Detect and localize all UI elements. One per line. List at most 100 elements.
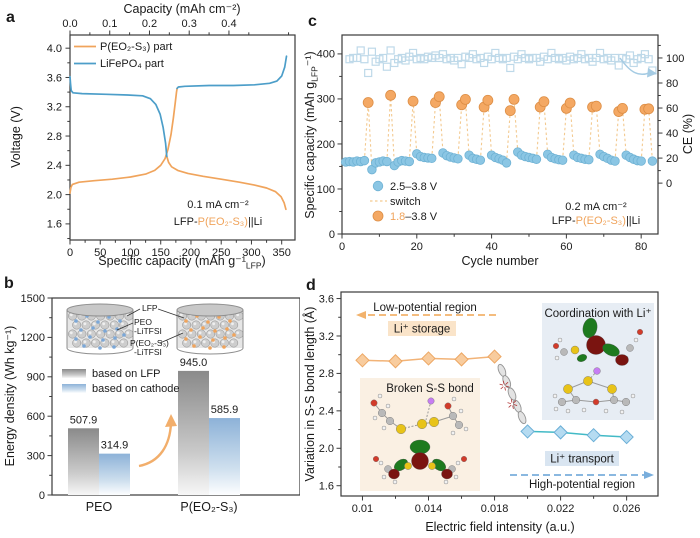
molecule-atom-H (381, 474, 387, 480)
orbital-lobe (441, 468, 453, 480)
tick-label: 0.0 (62, 18, 77, 30)
ss-bond-high-potential-point (520, 424, 535, 439)
panel-b-y-axis-title: Energy density (Wh kg⁻¹) (3, 326, 17, 467)
tick-label: 3.2 (47, 102, 62, 114)
cylinder-particle-highlight (107, 331, 111, 335)
tick-label: 2.0 (47, 189, 62, 201)
cylinder-particle-highlight (202, 322, 206, 326)
molecule-atom-H (565, 408, 571, 414)
inset-pointer-lfp-left (126, 308, 141, 317)
molecule-atom-O (592, 398, 600, 406)
bar-cathode-0 (99, 453, 130, 495)
cylinder-particle (68, 329, 77, 339)
cylinder-particle (234, 329, 244, 339)
bar-value-label: 314.9 (101, 440, 129, 452)
panel-c-x-axis-title: Cycle number (461, 254, 538, 268)
bond-break-spark (505, 385, 510, 388)
switch-spike-line (431, 94, 444, 159)
switch-spike-line (386, 95, 395, 166)
cylinder-particle (210, 320, 220, 330)
cylinder-particle-highlight (221, 340, 225, 344)
tick-label: 300 (242, 247, 260, 259)
panel-d-y-axis-title: Variation in S-S bond length (Å) (302, 307, 317, 482)
cylinder-particle-highlight (231, 340, 234, 344)
tick-label: 2.8 (319, 368, 334, 380)
y-axis-title-subscript: LFP (310, 66, 320, 82)
data-point-capacity-2_5-3_8V (359, 155, 370, 166)
molecule-atom-S (428, 416, 439, 427)
bond-breaking-chain-image (497, 363, 527, 425)
annotation-broken-ss-bond: Broken S-S bond (386, 383, 474, 395)
orbital-lobe (586, 335, 606, 355)
cylinder-particle-highlight (79, 331, 83, 335)
panel-a-x-axis-title: Specific capacity (mAh g⁻¹LFP) (98, 254, 265, 270)
cylinder-electrolyte-dot (213, 329, 217, 333)
data-point-ce (614, 61, 623, 70)
tick-label: 1200 (21, 332, 45, 344)
molecule-atom-H (581, 407, 587, 413)
panel-a-top-axis-title: Capacity (mAh cm⁻²) (123, 2, 240, 16)
cylinder-electrolyte-dot (103, 329, 107, 333)
bond-break-spark (500, 386, 504, 390)
data-point-capacity-2_5-3_8V (427, 153, 437, 164)
cylinder-particle-highlight (116, 331, 120, 335)
cylinder-particle-highlight (92, 340, 96, 344)
molecule-atom-S (395, 423, 406, 434)
data-point-capacity-2_5-3_8V (584, 155, 594, 165)
bond-break-spark (507, 402, 512, 405)
tick-label: 400 (317, 49, 335, 61)
panel-c-y2-axis-title: CE (%) (681, 114, 695, 154)
cylinder-particle (229, 338, 239, 348)
cylinder-particle-highlight (69, 331, 73, 335)
cylinder-electrolyte-dot (79, 328, 83, 332)
x-axis-title-end: ) (262, 254, 266, 268)
data-point-capacity-2_5-3_8V (475, 155, 486, 165)
molecule-atom-H (630, 393, 636, 399)
molecule-atom-H (455, 460, 461, 466)
cylinder-particle (124, 329, 134, 339)
cylinder-electrolyte-dot (74, 319, 78, 323)
data-point-capacity-2_5-3_8V (647, 156, 658, 166)
cylinder-electrolyte-dot (91, 326, 95, 330)
molecule-atom-H (633, 337, 639, 343)
cylinder-particle-highlight (193, 322, 197, 326)
data-point-capacity-2_5-3_8V (453, 154, 463, 164)
bond-break-spark (499, 383, 504, 386)
cylinder-particle (100, 320, 110, 330)
ss-bond-low-potential-point (454, 352, 469, 367)
inset-pointer-peo (116, 322, 134, 331)
tick-label: 0.022 (547, 503, 575, 515)
bar-cathode-1 (209, 418, 240, 495)
cylinder-particle-highlight (212, 322, 216, 326)
tick-label: 300 (317, 94, 335, 106)
molecule-atom-O (372, 455, 379, 462)
cylinder-particle (115, 329, 124, 339)
y2-tick-label: 60 (666, 103, 678, 115)
cylinder-particle-highlight (74, 340, 77, 344)
molecule-atom-C (448, 411, 457, 420)
cylinder-electrolyte-dot (113, 336, 117, 340)
tick-label: 900 (27, 372, 45, 384)
bond-break-spark (508, 404, 512, 408)
molecule-atom-H (377, 393, 383, 399)
note-part: LFP- (174, 216, 198, 228)
tick-label: 0.026 (613, 503, 641, 515)
molecule-atom-H (619, 409, 625, 415)
tick-label: 3.6 (319, 293, 334, 305)
data-point-capacity-1_8-3_8V (590, 100, 602, 112)
molecule-atom-H (557, 337, 563, 343)
cylinder-electrolyte-dot (198, 335, 202, 339)
molecule-atom-H (385, 403, 391, 409)
li-storage-highlight (388, 321, 456, 336)
data-point-capacity-1_8-3_8V (508, 93, 520, 105)
tick-label: 1.6 (47, 219, 62, 231)
a-series-1-charge-curve (176, 55, 288, 90)
cylinder-particle-highlight (121, 340, 124, 344)
orbital-lobe (577, 354, 587, 362)
panel-a-render-layer: 0 50 100 150 200 250 300 350 1.6 2.0 2.4 2.8 3.2 3.6 4… (47, 18, 296, 259)
panel-c-note-cell: LFP-P(EO₂-S₃)||Li (552, 215, 640, 227)
data-point-capacity-2_5-3_8V (404, 156, 415, 167)
cylinder-particle-highlight (184, 322, 187, 326)
cylinder-particle-highlight (83, 340, 87, 344)
